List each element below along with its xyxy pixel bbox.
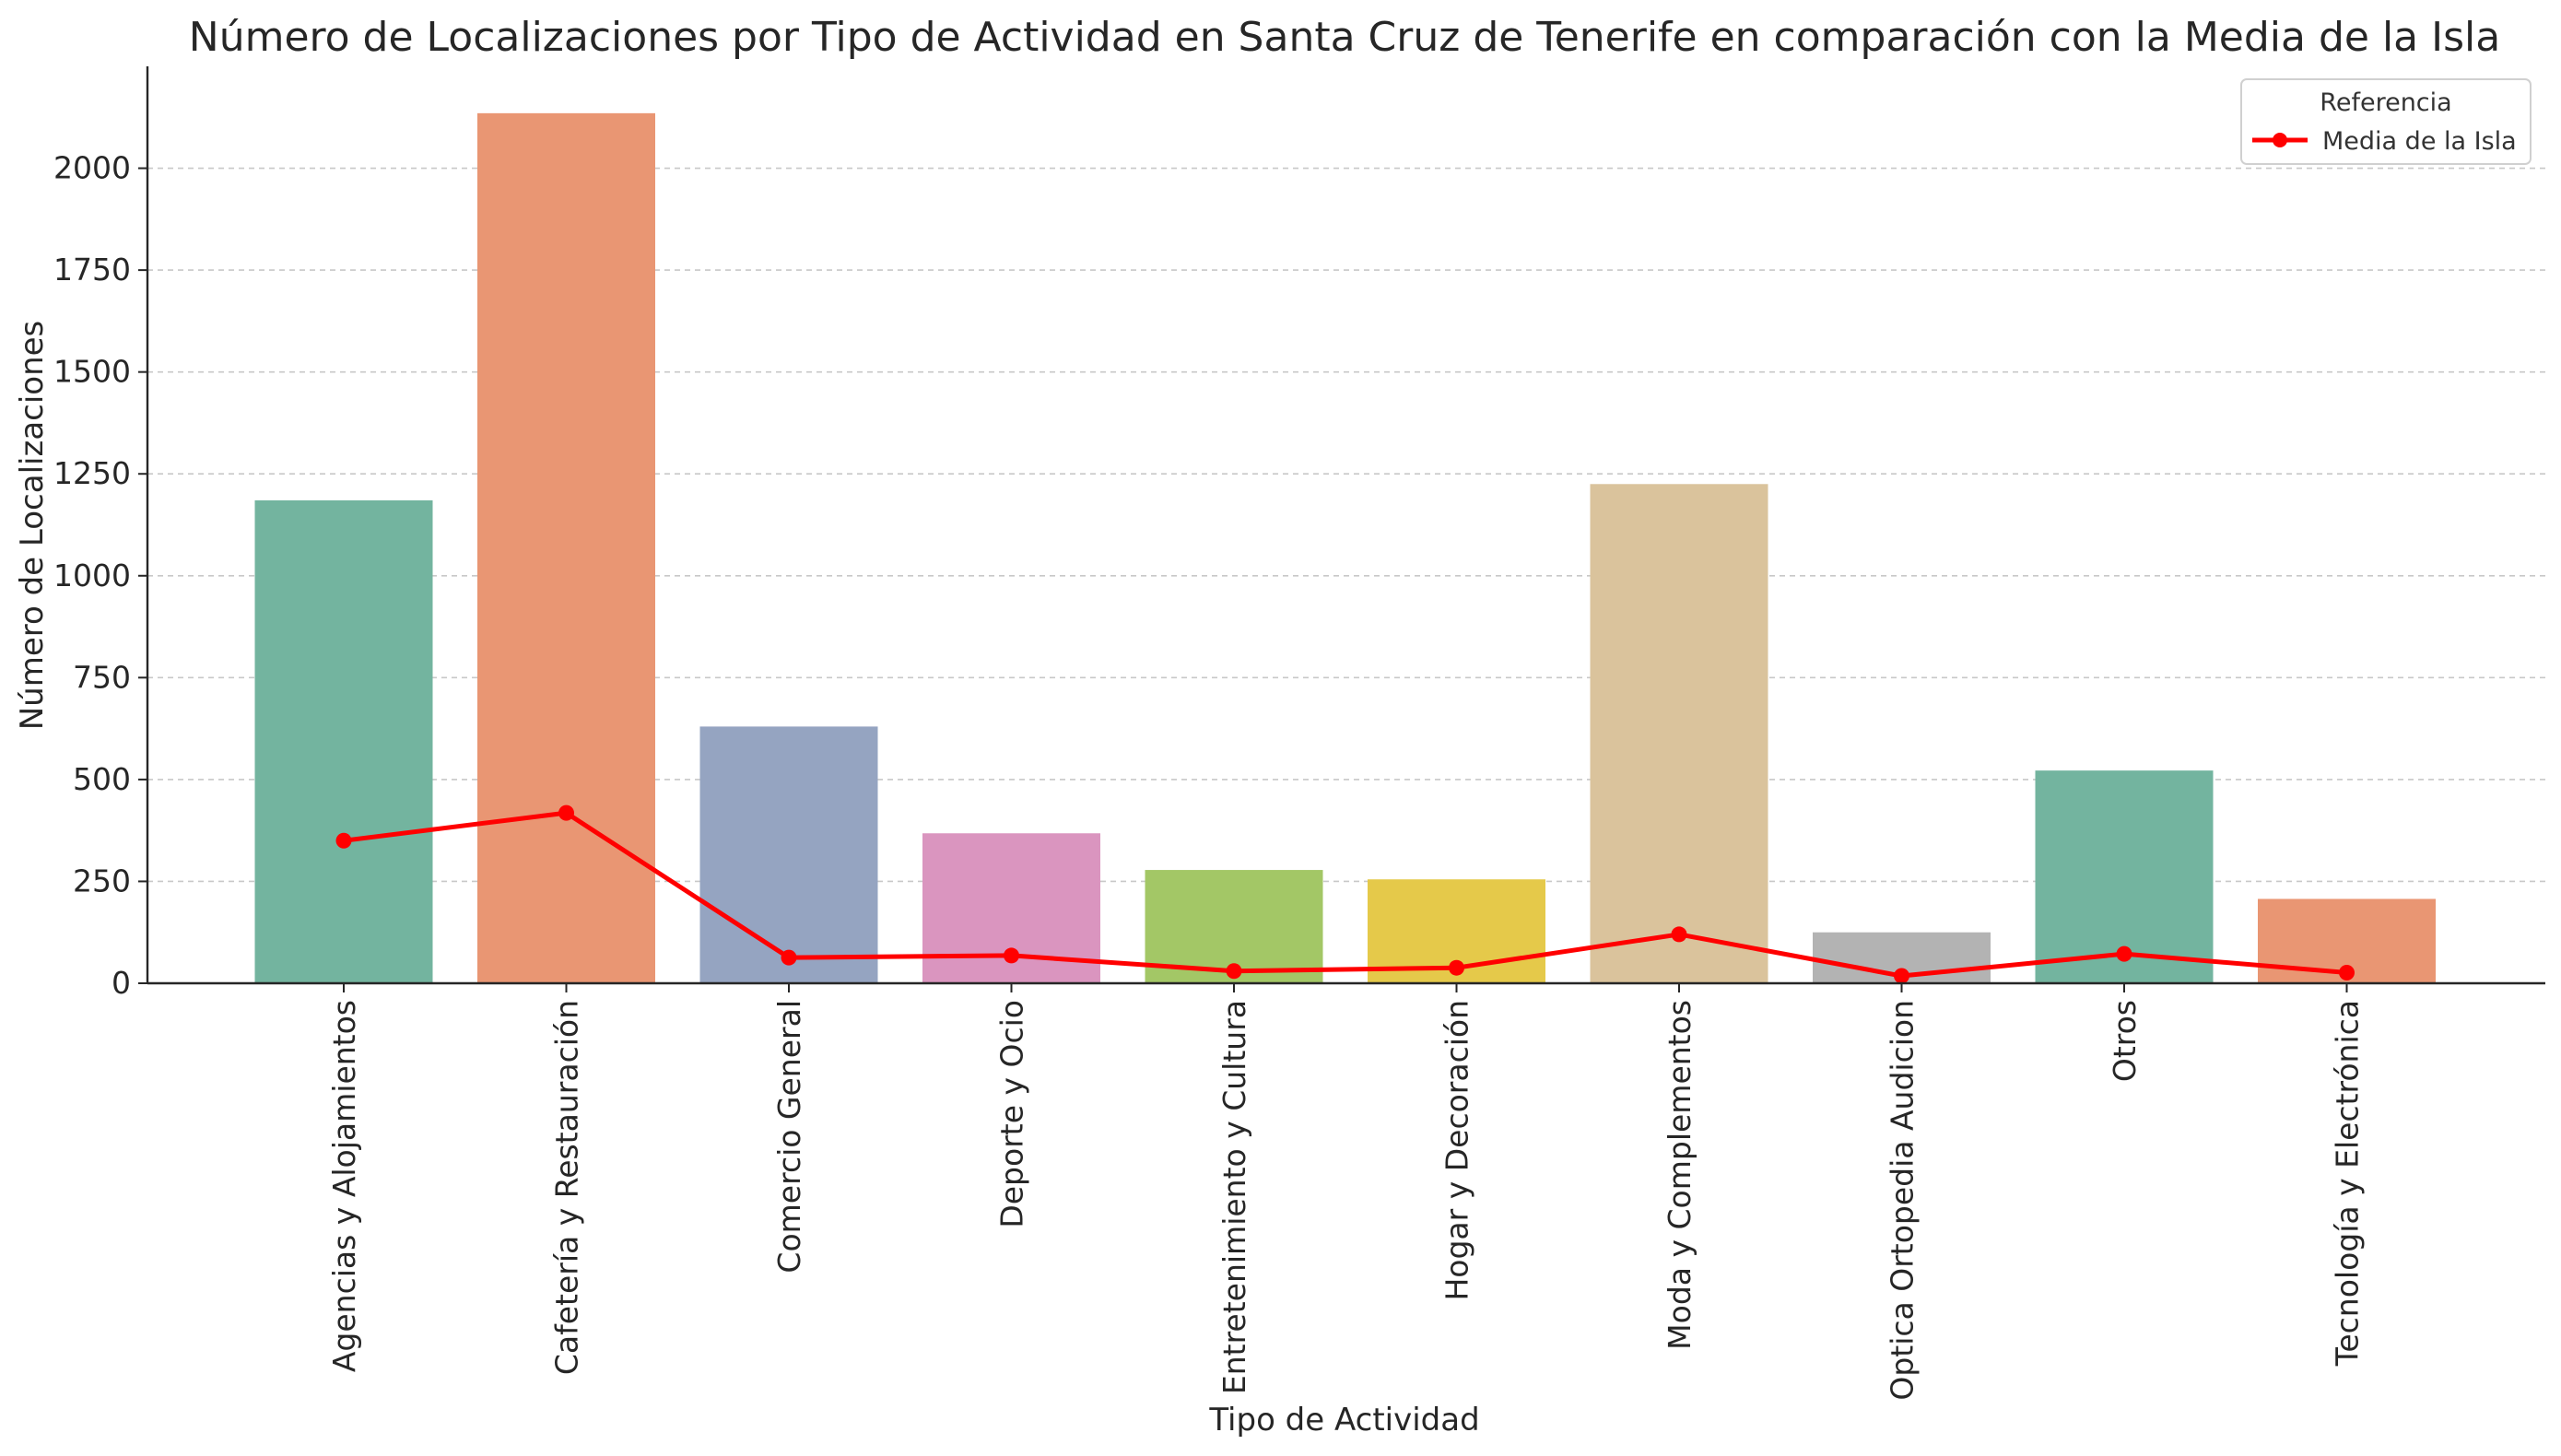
x-axis-label: Tipo de Actividad bbox=[1208, 1402, 1479, 1438]
y-tick-label: 500 bbox=[73, 761, 131, 797]
chart-title: Número de Localizaciones por Tipo de Act… bbox=[189, 14, 2500, 61]
x-tick-label: Entretenimiento y Cultura bbox=[1216, 1000, 1252, 1394]
x-tick-label: Hogar y Decoración bbox=[1439, 1000, 1475, 1301]
x-tick-label: Deporte y Ocio bbox=[994, 1000, 1030, 1228]
legend: Referencia Media de la Isla bbox=[2240, 78, 2532, 165]
y-tick-label: 750 bbox=[73, 659, 131, 695]
y-tick-label: 1250 bbox=[53, 455, 131, 491]
bar bbox=[1590, 484, 1768, 983]
x-tick-label: Tecnología y Electrónica bbox=[2330, 1000, 2366, 1367]
average-point bbox=[1226, 963, 1242, 980]
x-tick-label: Cafetería y Restauración bbox=[549, 1000, 585, 1375]
y-tick-label: 250 bbox=[73, 863, 131, 898]
x-tick-label: Optica Ortopedia Audicion bbox=[1885, 1000, 1921, 1401]
average-point bbox=[1004, 947, 1019, 964]
y-tick-label: 1750 bbox=[53, 252, 131, 288]
average-point bbox=[2116, 945, 2132, 962]
average-line-series bbox=[335, 804, 2355, 984]
y-tick-label: 2000 bbox=[53, 150, 131, 186]
y-tick-label: 1000 bbox=[53, 558, 131, 593]
y-tick-label: 1500 bbox=[53, 354, 131, 390]
x-tick-label: Otros bbox=[2107, 1000, 2143, 1082]
x-tick-label: Comercio General bbox=[771, 1000, 807, 1274]
average-point bbox=[2339, 965, 2355, 981]
legend-title: Referencia bbox=[2320, 88, 2451, 117]
legend-entry-label: Media de la Isla bbox=[2322, 127, 2517, 156]
bar bbox=[699, 726, 878, 983]
average-point bbox=[558, 804, 574, 821]
bar bbox=[254, 499, 433, 983]
bars bbox=[254, 112, 2436, 984]
legend-box bbox=[2240, 78, 2532, 165]
average-point bbox=[1449, 959, 1464, 976]
average-line bbox=[343, 810, 2347, 979]
legend-marker-swatch bbox=[2273, 133, 2287, 147]
y-axis-label: Número de Localizaciones bbox=[14, 321, 51, 731]
y-axis-ticks: 0 250 500 750 1000 1250 1500 1750 2000 bbox=[53, 150, 147, 1001]
average-point bbox=[335, 832, 352, 849]
x-axis-ticks: Agencias y Alojamientos Cafetería y Resta… bbox=[326, 983, 2366, 1401]
y-tick-label: 0 bbox=[112, 965, 131, 1001]
average-point bbox=[781, 949, 797, 966]
x-tick-label: Moda y Complementos bbox=[1662, 1000, 1698, 1350]
bar bbox=[477, 112, 655, 984]
average-point bbox=[1894, 968, 1909, 984]
x-tick-label: Agencias y Alojamientos bbox=[326, 1000, 362, 1372]
average-point bbox=[1671, 926, 1687, 943]
